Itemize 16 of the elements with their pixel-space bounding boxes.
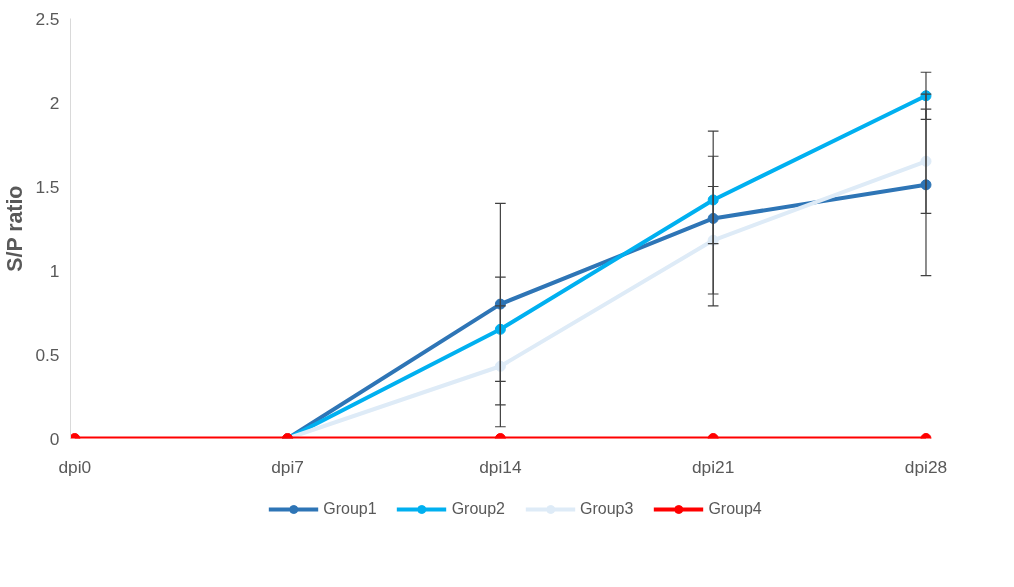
x-tick-label: dpi28	[904, 456, 948, 477]
y-tick-label: 1	[49, 260, 60, 281]
y-tick-label: 0.5	[35, 344, 60, 365]
legend-label: Group3	[580, 500, 634, 518]
y-tick-label: 1.5	[35, 176, 60, 197]
legend-label: Group2	[451, 500, 505, 518]
x-tick-label: dpi0	[58, 456, 92, 477]
legend-label: Group1	[323, 500, 377, 518]
legend-label: Group4	[708, 500, 762, 518]
y-axis-title: S/P ratio	[3, 185, 28, 272]
x-tick-label: dpi21	[691, 456, 735, 477]
y-tick-label: 2.5	[35, 8, 60, 29]
y-tick-label: 0	[49, 428, 60, 449]
y-tick-label: 2	[49, 92, 60, 113]
x-tick-label: dpi7	[271, 456, 304, 477]
x-tick-label: dpi14	[479, 456, 522, 477]
